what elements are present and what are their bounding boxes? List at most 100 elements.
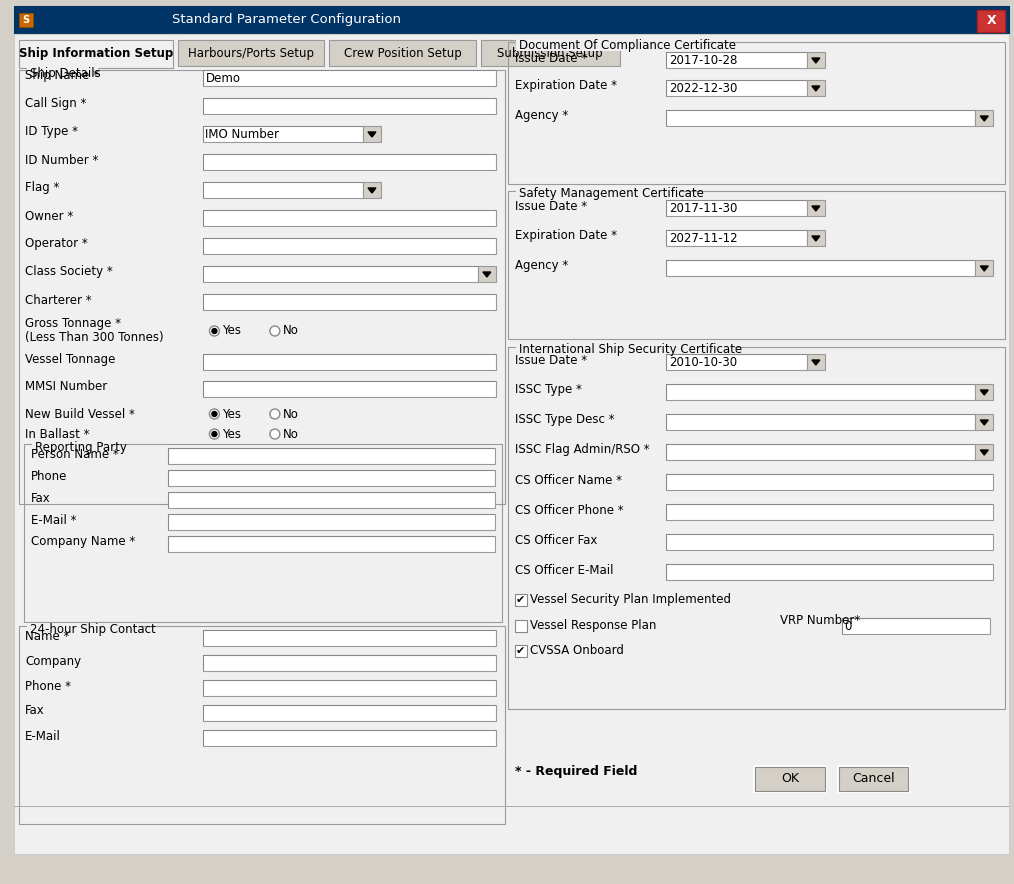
Polygon shape: [368, 132, 376, 137]
Bar: [666, 384, 975, 400]
Text: S: S: [22, 15, 29, 25]
Text: No: No: [283, 324, 299, 338]
Bar: [203, 210, 496, 226]
Bar: [666, 200, 807, 201]
Text: * - Required Field: * - Required Field: [515, 766, 637, 779]
Text: Expiration Date *: Expiration Date *: [515, 230, 617, 242]
Circle shape: [270, 326, 280, 336]
Text: Crew Position Setup: Crew Position Setup: [344, 48, 461, 60]
Bar: [203, 294, 496, 310]
Bar: [177, 40, 324, 66]
Text: ISSC Type *: ISSC Type *: [515, 384, 581, 397]
Circle shape: [212, 411, 217, 416]
Bar: [666, 354, 807, 370]
Polygon shape: [812, 86, 819, 91]
Bar: [203, 381, 496, 397]
Text: Name *: Name *: [25, 629, 70, 643]
Bar: [666, 444, 975, 460]
Text: No: No: [283, 428, 299, 440]
Bar: [203, 655, 496, 671]
Bar: [203, 70, 496, 71]
Bar: [666, 230, 807, 231]
Bar: [754, 766, 825, 792]
Text: CS Officer Phone *: CS Officer Phone *: [515, 504, 624, 516]
Bar: [515, 620, 526, 632]
Bar: [842, 618, 991, 619]
Text: Ship Name *: Ship Name *: [25, 70, 99, 82]
Text: 2017-10-28: 2017-10-28: [669, 54, 737, 66]
Text: Flag *: Flag *: [25, 181, 60, 194]
Bar: [666, 504, 993, 505]
Bar: [478, 266, 496, 282]
Bar: [168, 470, 495, 486]
Bar: [807, 354, 824, 370]
Bar: [203, 354, 496, 370]
Text: 2010-10-30: 2010-10-30: [669, 355, 737, 369]
Text: Operator *: Operator *: [25, 238, 88, 250]
Text: ✔: ✔: [516, 595, 525, 605]
Bar: [977, 10, 1005, 32]
Text: Owner *: Owner *: [25, 210, 73, 223]
Bar: [666, 384, 975, 385]
Text: 24-hour Ship Contact: 24-hour Ship Contact: [30, 622, 156, 636]
Bar: [203, 680, 496, 681]
Bar: [168, 448, 495, 464]
Bar: [842, 618, 991, 634]
Text: 2022-12-30: 2022-12-30: [669, 81, 737, 95]
Polygon shape: [812, 206, 819, 211]
Bar: [975, 444, 993, 460]
Bar: [666, 504, 993, 520]
Text: Fax: Fax: [25, 705, 45, 718]
Bar: [666, 80, 807, 81]
Bar: [666, 564, 993, 565]
Text: Fax: Fax: [31, 492, 51, 505]
Bar: [666, 52, 807, 68]
Text: Gross Tonnage *: Gross Tonnage *: [25, 317, 121, 331]
Text: Ship Details: Ship Details: [30, 66, 100, 80]
Text: CS Officer E-Mail: CS Officer E-Mail: [515, 563, 613, 576]
Text: Phone: Phone: [31, 469, 68, 483]
Polygon shape: [981, 450, 989, 455]
Bar: [27, 623, 142, 635]
Text: Issue Date *: Issue Date *: [515, 354, 587, 367]
Bar: [203, 98, 496, 114]
Bar: [666, 474, 993, 490]
Polygon shape: [812, 360, 819, 365]
Text: Agency *: Agency *: [515, 110, 568, 123]
Bar: [666, 444, 975, 445]
Bar: [203, 154, 496, 155]
Text: Issue Date *: Issue Date *: [515, 200, 587, 212]
Bar: [807, 200, 824, 216]
Text: ID Type *: ID Type *: [25, 126, 78, 139]
Bar: [508, 347, 1005, 709]
Bar: [666, 110, 975, 126]
Bar: [203, 730, 496, 746]
Bar: [666, 80, 807, 96]
Text: Document Of Compliance Certificate: Document Of Compliance Certificate: [518, 39, 735, 51]
Bar: [168, 492, 495, 493]
Text: CVSSA Onboard: CVSSA Onboard: [530, 644, 625, 658]
Circle shape: [212, 431, 217, 437]
Text: ISSC Type Desc *: ISSC Type Desc *: [515, 414, 614, 426]
Circle shape: [210, 409, 219, 419]
Bar: [203, 126, 363, 142]
Bar: [975, 110, 993, 126]
Bar: [19, 626, 505, 824]
Bar: [975, 384, 993, 400]
Text: VRP Number*: VRP Number*: [780, 613, 861, 627]
Text: (Less Than 300 Tonnes): (Less Than 300 Tonnes): [25, 332, 164, 345]
Text: International Ship Security Certificate: International Ship Security Certificate: [518, 344, 741, 356]
Bar: [666, 414, 975, 430]
Text: ✔: ✔: [516, 646, 525, 656]
Polygon shape: [812, 236, 819, 241]
Polygon shape: [483, 272, 491, 277]
Bar: [14, 806, 1009, 807]
Bar: [14, 6, 1009, 34]
Text: No: No: [283, 408, 299, 421]
Bar: [666, 52, 807, 53]
Bar: [666, 200, 807, 216]
Bar: [203, 182, 363, 198]
Text: CS Officer Name *: CS Officer Name *: [515, 474, 622, 486]
Bar: [807, 80, 824, 96]
Text: CS Officer Fax: CS Officer Fax: [515, 534, 597, 546]
